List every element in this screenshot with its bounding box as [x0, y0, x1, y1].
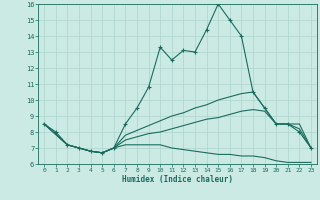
X-axis label: Humidex (Indice chaleur): Humidex (Indice chaleur) [122, 175, 233, 184]
